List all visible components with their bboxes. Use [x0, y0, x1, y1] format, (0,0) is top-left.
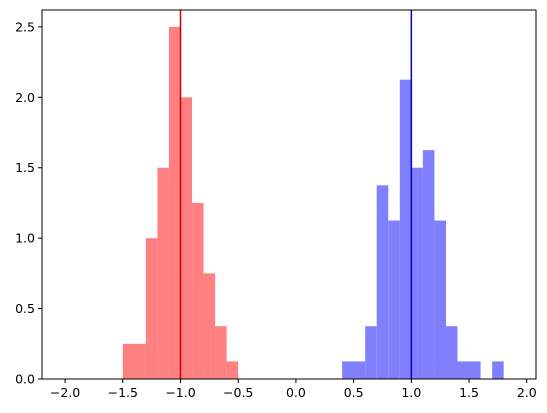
- x-tick-label: 0.0: [286, 385, 306, 400]
- histogram-bar: [376, 185, 389, 379]
- y-tick-label: 0.5: [15, 301, 35, 316]
- histogram-bar: [157, 167, 169, 379]
- x-tick-label: −0.5: [223, 385, 253, 400]
- histogram-bar: [399, 79, 412, 380]
- y-tick-label: 1.5: [15, 160, 35, 175]
- x-tick-label: 0.5: [344, 385, 364, 400]
- histogram-bar: [445, 326, 458, 379]
- histogram-bar: [215, 326, 227, 379]
- histogram-bar: [388, 220, 400, 379]
- y-tick-label: 2.5: [15, 19, 35, 34]
- histogram-bar: [145, 238, 158, 379]
- x-tick-label: −1.5: [108, 385, 138, 400]
- histogram-bar: [457, 361, 481, 379]
- y-tick-label: 1.0: [15, 231, 35, 246]
- x-tick-label: 1.0: [401, 385, 421, 400]
- histogram-bar: [180, 97, 193, 379]
- histogram-bar: [226, 361, 239, 379]
- mean-lines-layer: [179, 10, 413, 379]
- histogram-bar: [168, 26, 181, 380]
- histogram-bar: [203, 273, 216, 379]
- y-axis: 0.0 0.5 1.0 1.5 2.0 2.5: [15, 19, 42, 387]
- y-tick-label: 0.0: [15, 372, 35, 387]
- x-tick-label: 2.0: [517, 385, 537, 400]
- histogram-bar: [411, 167, 423, 379]
- histogram-bar: [122, 343, 146, 379]
- x-tick-label: 1.5: [459, 385, 479, 400]
- histogram-bar: [422, 150, 435, 379]
- histogram-bar: [434, 220, 446, 379]
- x-tick-label: −1.0: [165, 385, 195, 400]
- histogram-bar: [192, 202, 204, 379]
- plot-frame: [41, 9, 537, 380]
- x-tick-label: −2.0: [50, 385, 80, 400]
- x-axis: −2.0 −1.5 −1.0 −0.5 0.0 0.5 1.0 1.5 2.0: [50, 379, 537, 400]
- histogram-bar: [342, 361, 366, 379]
- histogram-bar: [492, 361, 504, 379]
- bars-layer: [122, 26, 504, 380]
- y-tick-label: 2.0: [15, 90, 35, 105]
- histogram-bar: [365, 326, 377, 379]
